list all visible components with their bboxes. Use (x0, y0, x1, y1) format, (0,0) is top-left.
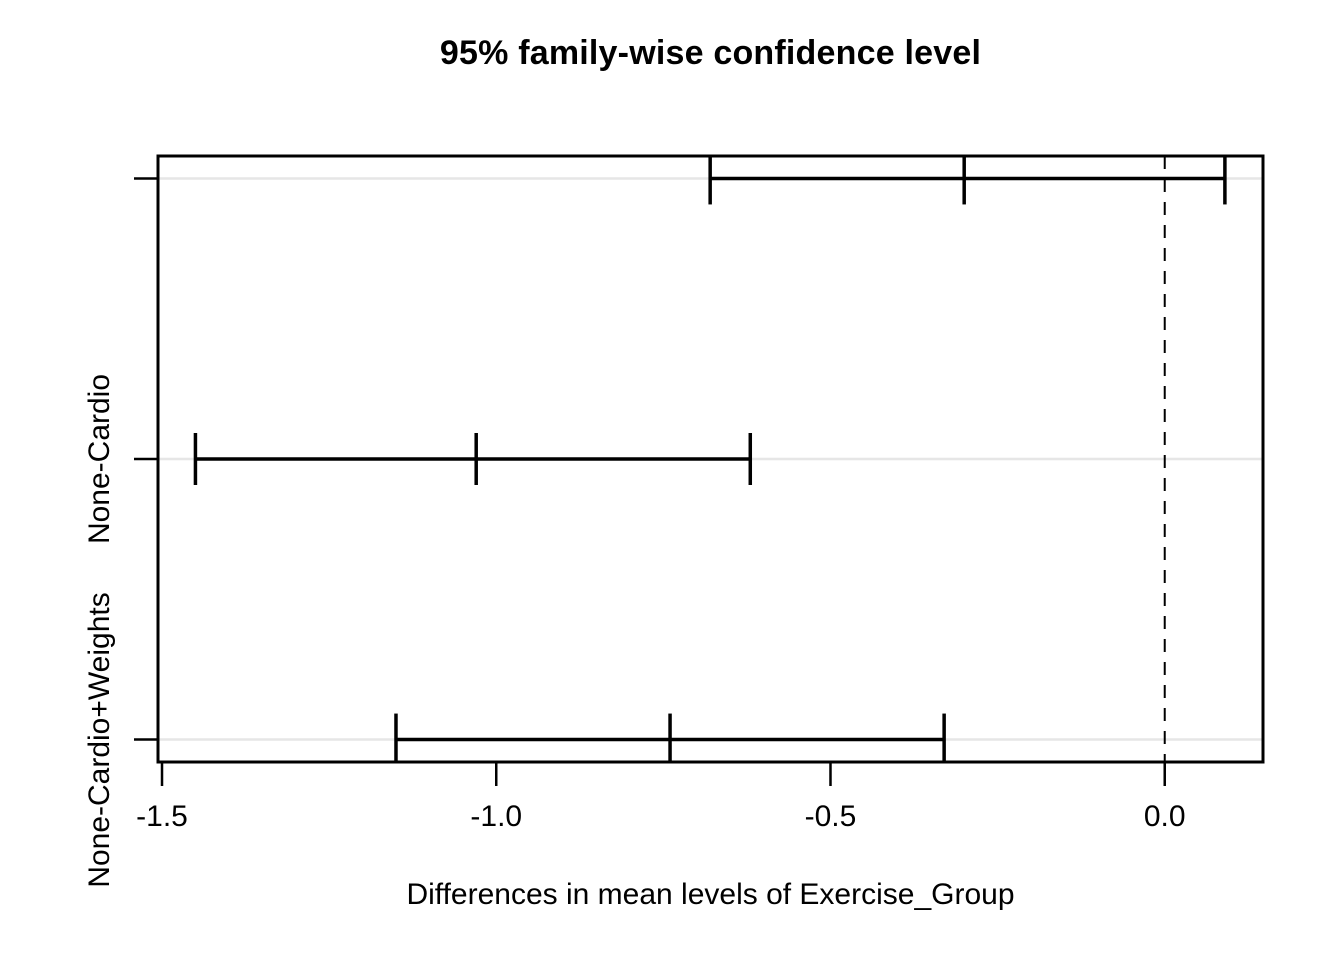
chart-title: 95% family-wise confidence level (439, 34, 982, 72)
x-tick-label-0.0: 0.0 (1143, 800, 1186, 833)
confidence-interval-row-1 (708, 156, 1227, 205)
y-axis-label-none-cardio: None-Cardio (83, 373, 116, 545)
x-axis-label: Differences in mean levels of Exercise_G… (406, 878, 1015, 911)
x-tick-label--1.5: -1.5 (136, 800, 188, 833)
confidence-interval-row-3 (394, 713, 946, 762)
x-tick-label--0.5: -0.5 (804, 800, 857, 833)
plot-data-layer (158, 156, 1263, 762)
x-tick-label--1.0: -1.0 (470, 800, 523, 833)
confidence-interval-row-2 (193, 433, 753, 485)
y-axis-label-none-cardio-weights: None-Cardio+Weights (83, 591, 116, 888)
